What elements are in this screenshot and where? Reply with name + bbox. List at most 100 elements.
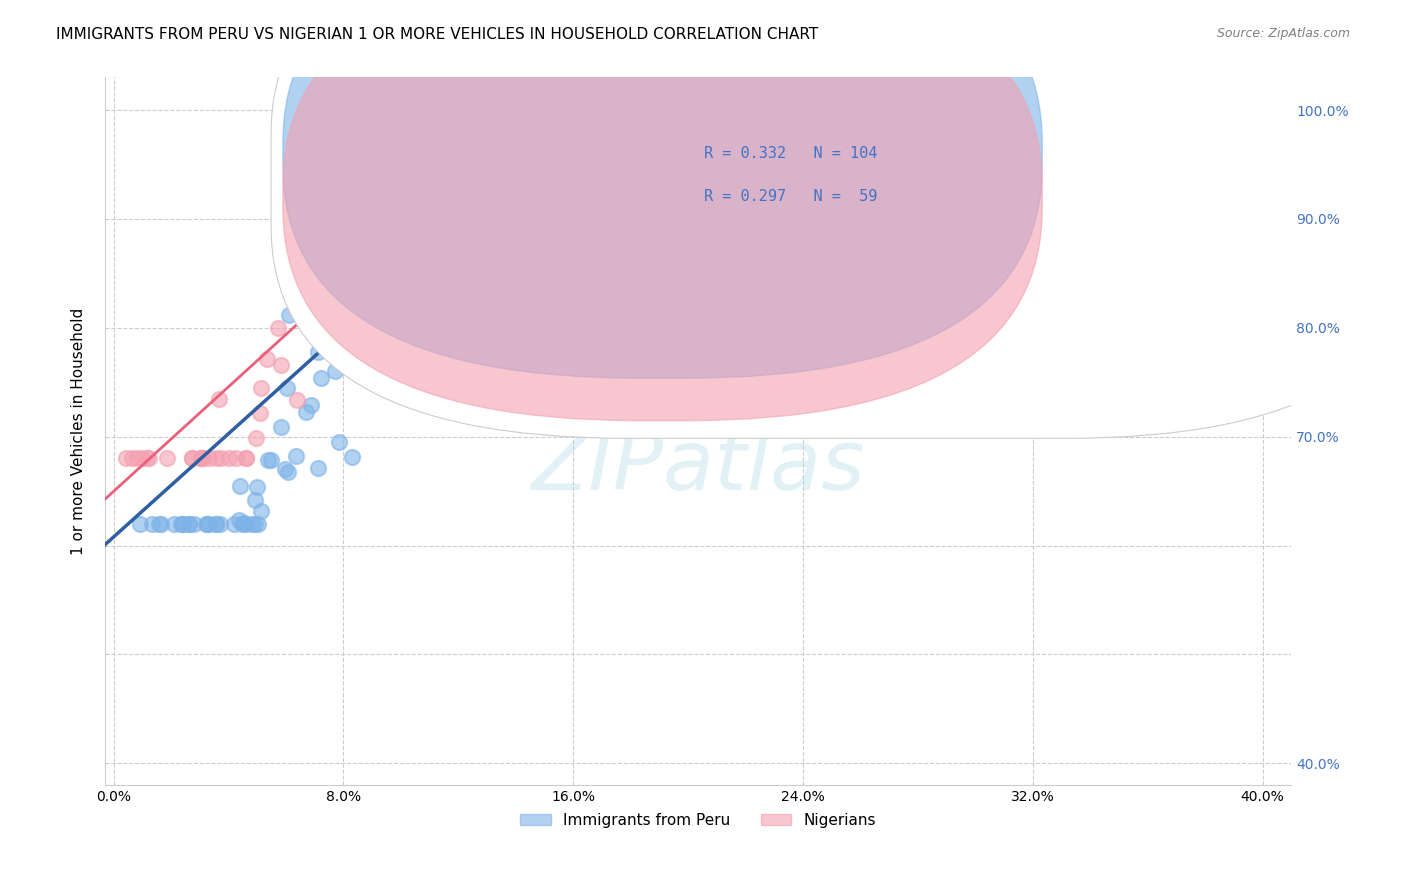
Point	[302, 306, 325, 320]
Point	[408, 103, 430, 118]
Point	[284, 450, 307, 464]
Text: R = 0.297   N =  59: R = 0.297 N = 59	[704, 189, 877, 204]
Point	[727, 81, 749, 95]
Point	[247, 516, 270, 531]
Point	[408, 95, 430, 109]
Point	[163, 516, 186, 531]
Point	[195, 516, 218, 531]
Point	[330, 126, 353, 140]
Point	[560, 81, 582, 95]
Y-axis label: 1 or more Vehicles in Household: 1 or more Vehicles in Household	[72, 308, 86, 555]
Point	[274, 462, 297, 476]
Point	[190, 451, 212, 466]
Point	[190, 451, 212, 466]
Point	[607, 81, 630, 95]
Point	[283, 292, 305, 306]
FancyBboxPatch shape	[283, 0, 1042, 378]
Point	[129, 516, 152, 531]
Point	[391, 136, 413, 150]
Point	[329, 238, 352, 252]
Point	[170, 516, 193, 531]
Point	[540, 81, 562, 95]
Point	[530, 92, 553, 106]
Point	[527, 81, 550, 95]
Point	[136, 451, 159, 466]
Point	[131, 451, 153, 466]
Point	[531, 92, 554, 106]
Point	[339, 320, 361, 334]
Point	[404, 214, 426, 228]
Point	[465, 81, 488, 95]
Point	[477, 92, 499, 106]
Point	[631, 92, 654, 106]
Point	[790, 81, 813, 95]
Point	[356, 276, 378, 290]
Point	[523, 81, 546, 95]
Point	[141, 516, 163, 531]
Point	[346, 291, 368, 305]
Point	[568, 81, 591, 95]
Point	[340, 219, 363, 233]
Point	[418, 187, 440, 202]
Point	[193, 451, 215, 466]
Point	[149, 516, 172, 531]
Legend: Immigrants from Peru, Nigerians: Immigrants from Peru, Nigerians	[515, 807, 882, 834]
Point	[375, 92, 398, 106]
Point	[378, 123, 401, 137]
Point	[720, 92, 742, 106]
Point	[314, 268, 336, 283]
Point	[340, 198, 363, 212]
Point	[536, 81, 558, 95]
Point	[190, 451, 212, 466]
Point	[443, 81, 465, 95]
Point	[359, 224, 381, 238]
Point	[218, 451, 240, 466]
Point	[443, 81, 465, 95]
Point	[138, 451, 160, 466]
Text: IMMIGRANTS FROM PERU VS NIGERIAN 1 OR MORE VEHICLES IN HOUSEHOLD CORRELATION CHA: IMMIGRANTS FROM PERU VS NIGERIAN 1 OR MO…	[56, 27, 818, 42]
Point	[205, 516, 228, 531]
Point	[488, 81, 510, 95]
Point	[381, 281, 404, 295]
Point	[1012, 81, 1035, 95]
Point	[294, 404, 316, 418]
Point	[250, 504, 273, 518]
Point	[198, 451, 221, 466]
Point	[250, 381, 273, 395]
Point	[148, 516, 170, 531]
Point	[245, 431, 267, 445]
Point	[347, 92, 370, 106]
Point	[256, 352, 278, 367]
Point	[616, 81, 638, 95]
Point	[228, 513, 250, 527]
Point	[260, 452, 283, 467]
Point	[323, 364, 346, 378]
Point	[399, 92, 422, 106]
Point	[461, 81, 484, 95]
Point	[470, 92, 492, 106]
Point	[308, 301, 330, 315]
Point	[249, 406, 271, 420]
Point	[432, 82, 454, 96]
Point	[373, 227, 395, 241]
Point	[181, 451, 204, 466]
Point	[222, 516, 245, 531]
Point	[243, 492, 266, 507]
Point	[155, 451, 177, 466]
Point	[738, 92, 761, 106]
Point	[643, 81, 665, 95]
Point	[276, 381, 298, 395]
Point	[434, 81, 457, 95]
Point	[477, 81, 499, 95]
Text: R = 0.332   N = 104: R = 0.332 N = 104	[704, 146, 877, 161]
Point	[180, 451, 202, 466]
Point	[388, 264, 411, 278]
Point	[285, 392, 308, 407]
Point	[412, 81, 434, 95]
Point	[451, 81, 474, 95]
Point	[360, 274, 382, 288]
Point	[307, 461, 329, 475]
Point	[353, 145, 375, 160]
Point	[235, 451, 257, 466]
Point	[278, 309, 301, 323]
